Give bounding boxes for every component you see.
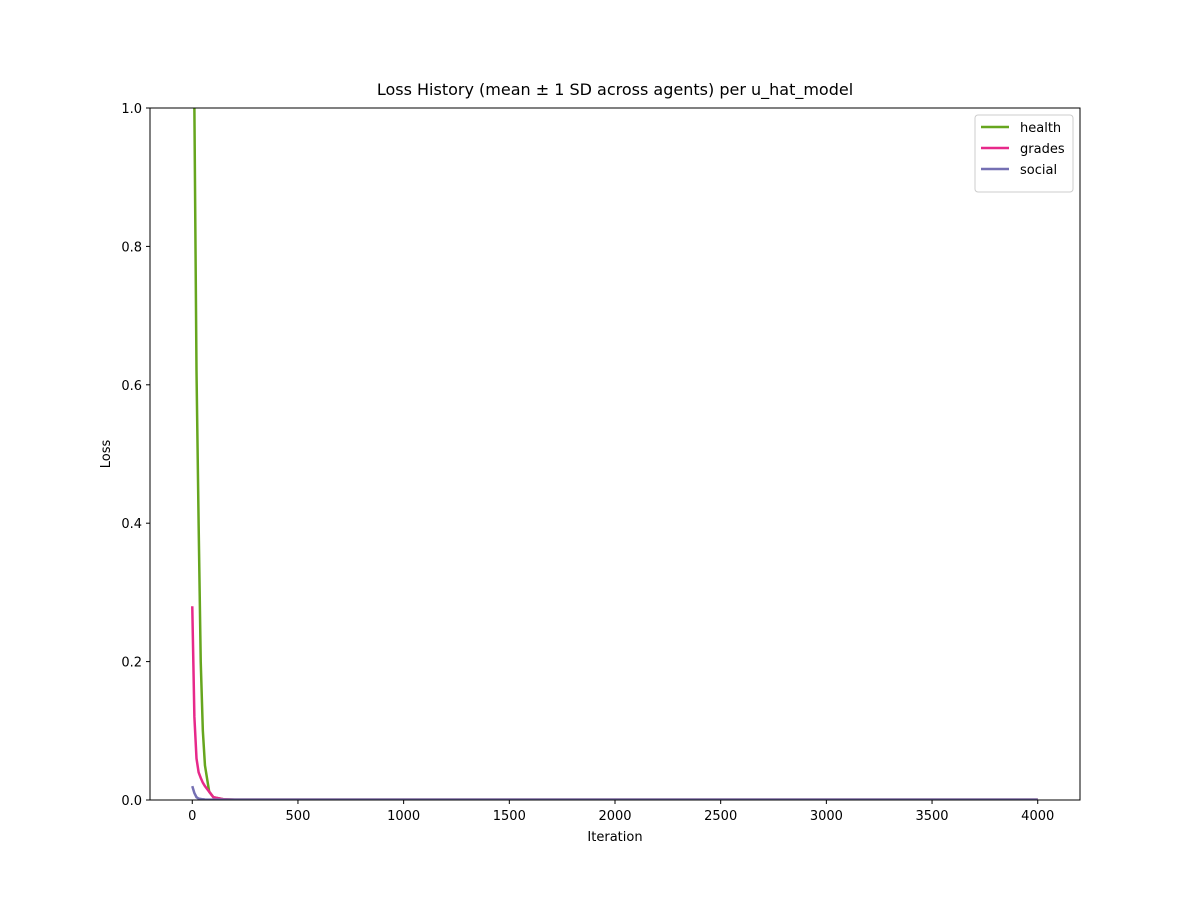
x-tick-label: 2500: [704, 809, 737, 824]
x-tick-label: 2000: [598, 809, 631, 824]
x-tick-label: 1000: [387, 809, 420, 824]
x-tick-label: 0: [188, 809, 196, 824]
y-tick-label: 0.6: [121, 379, 142, 394]
y-tick-label: 0.2: [121, 656, 142, 671]
legend-label: grades: [1020, 142, 1065, 157]
axes-frame: [149, 107, 1081, 801]
legend: health grades social: [974, 114, 1074, 193]
y-tick-label: 0.4: [121, 517, 142, 532]
plot-area: [191, 108, 1038, 800]
chart-title: Loss History (mean ± 1 SD across agents)…: [377, 80, 853, 100]
x-tick-label: 4000: [1021, 809, 1054, 824]
series-line: [193, 108, 1038, 800]
y-axis-label: Loss: [99, 440, 114, 469]
x-tick-label: 500: [286, 809, 311, 824]
series-line: [191, 785, 1038, 800]
y-tick-label: 0.8: [121, 240, 142, 255]
legend-label: social: [1020, 163, 1057, 178]
x-tick-label: 1500: [493, 809, 526, 824]
legend-frame: [974, 114, 1074, 193]
series-line: [191, 606, 1038, 800]
y-tick-label: 0.0: [121, 794, 142, 809]
legend-label: health: [1020, 121, 1061, 136]
x-tick-label: 3500: [915, 809, 948, 824]
x-tick-label: 3000: [810, 809, 843, 824]
y-tick-label: 1.0: [121, 102, 142, 117]
x-axis-label: Iteration: [587, 830, 642, 845]
